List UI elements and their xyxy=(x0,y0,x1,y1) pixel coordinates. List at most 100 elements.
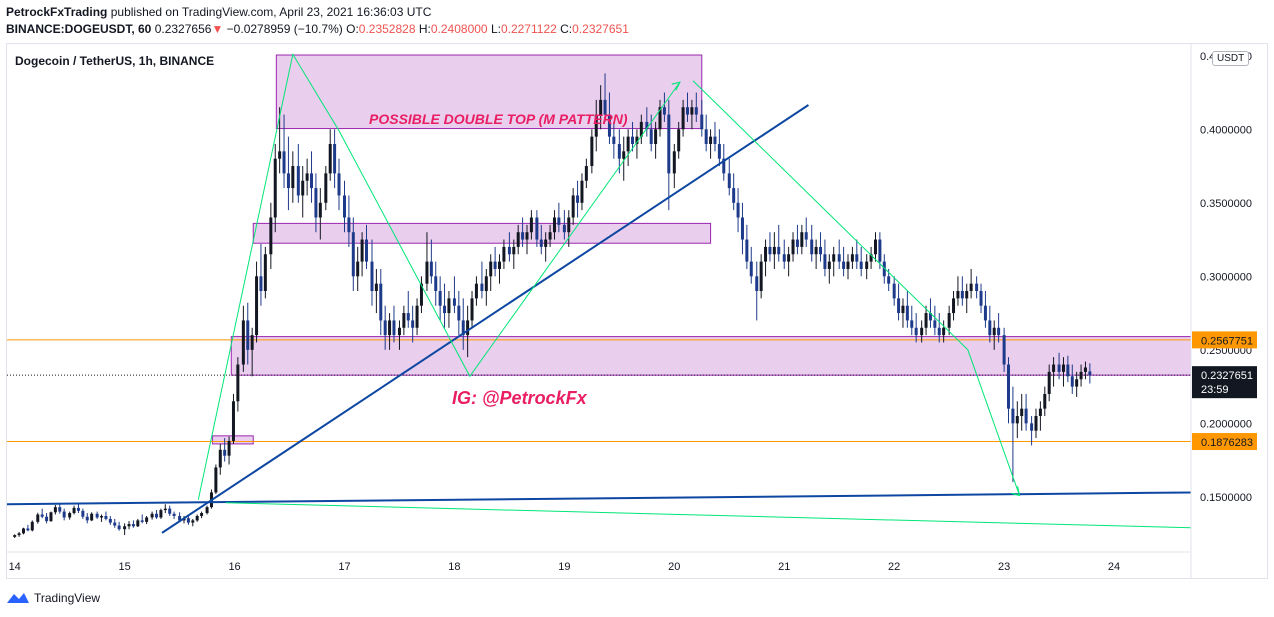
candle-body-114 xyxy=(535,217,539,240)
footer-brand-text: TradingView xyxy=(34,591,101,605)
candle-body-56 xyxy=(269,217,273,255)
candle-body-74 xyxy=(351,232,355,277)
candle-body-31 xyxy=(155,513,159,518)
candle-body-112 xyxy=(525,232,529,240)
candle-body-36 xyxy=(178,515,182,521)
candle-body-153 xyxy=(713,136,717,144)
candle-body-203 xyxy=(942,327,946,336)
horizontal-support xyxy=(6,491,1192,506)
candle-body-127 xyxy=(594,114,598,137)
candle-body-158 xyxy=(736,202,740,218)
candle-body-29 xyxy=(145,517,149,522)
candle-body-104 xyxy=(489,261,493,277)
candle-body-151 xyxy=(704,129,708,144)
candle-body-145 xyxy=(677,129,681,152)
candle-body-235 xyxy=(1088,371,1092,376)
candle-body-150 xyxy=(700,114,704,130)
candle-body-135 xyxy=(631,136,635,144)
annotation-double-top: POSSIBLE DOUBLE TOP (M PATTERN) xyxy=(369,111,628,127)
candle-body-47 xyxy=(227,440,231,456)
candle-body-58 xyxy=(278,151,282,159)
candle-body-155 xyxy=(722,158,726,174)
candle-body-191 xyxy=(887,276,891,284)
candle-body-223 xyxy=(1034,415,1038,431)
candle-body-87 xyxy=(411,320,415,328)
candle-body-41 xyxy=(200,513,204,516)
price-badge-text-1: 0.2327651 xyxy=(1201,370,1253,382)
candle-body-71 xyxy=(337,173,341,196)
candle-body-119 xyxy=(557,217,561,225)
candle-body-15 xyxy=(81,510,85,517)
candle-body-48 xyxy=(231,401,235,441)
candle-body-175 xyxy=(814,246,818,255)
candle-body-224 xyxy=(1038,408,1042,416)
candle-body-64 xyxy=(305,173,309,181)
time-tick-5: 19 xyxy=(558,561,570,573)
candle-body-128 xyxy=(599,99,603,115)
candle-body-137 xyxy=(639,121,643,137)
candle-body-91 xyxy=(429,261,433,277)
candle-body-93 xyxy=(438,291,442,306)
candle-body-19 xyxy=(100,515,104,518)
candle-body-11 xyxy=(62,511,66,518)
candle-body-76 xyxy=(360,239,364,262)
candle-body-2 xyxy=(21,528,25,534)
candle-body-17 xyxy=(90,513,94,521)
candle-body-66 xyxy=(314,188,318,218)
candle-body-164 xyxy=(764,246,768,262)
candle-body-144 xyxy=(672,151,676,174)
candle-body-180 xyxy=(837,254,841,262)
candle-body-230 xyxy=(1066,364,1070,377)
change-text: −0.0278959 (−10.7%) xyxy=(226,22,343,36)
chart-frame xyxy=(6,43,1268,579)
candle-body-50 xyxy=(241,320,245,365)
candle-body-179 xyxy=(832,254,836,262)
last-price-text: 0.2327656 xyxy=(154,22,212,36)
candle-body-142 xyxy=(662,107,666,115)
candle-body-168 xyxy=(782,254,786,262)
author-name[interactable]: PetrockFxTrading xyxy=(6,5,108,19)
candle-body-149 xyxy=(694,107,698,115)
candle-body-60 xyxy=(286,173,290,189)
candle-body-194 xyxy=(901,305,905,314)
candle-body-80 xyxy=(379,283,383,321)
candle-body-26 xyxy=(131,524,135,527)
candle-body-189 xyxy=(878,239,882,262)
price-tick-3: 0.3000000 xyxy=(1200,271,1252,283)
candle-body-123 xyxy=(576,195,580,203)
footer-brand[interactable]: TradingView xyxy=(6,591,100,605)
currency-badge[interactable]: USDT xyxy=(1212,51,1250,66)
price-tick-5: 0.2000000 xyxy=(1200,418,1252,430)
candle-body-198 xyxy=(920,327,924,336)
candle-body-49 xyxy=(236,364,240,402)
candle-body-30 xyxy=(150,513,154,518)
candle-body-132 xyxy=(617,143,621,159)
candle-body-130 xyxy=(607,114,611,137)
candle-body-233 xyxy=(1079,371,1083,380)
candle-body-185 xyxy=(859,261,863,269)
price-badge-1 xyxy=(1192,366,1257,399)
candle-body-96 xyxy=(452,298,456,306)
candle-body-134 xyxy=(626,136,630,152)
candle-body-152 xyxy=(709,136,713,144)
candle-body-204 xyxy=(947,313,951,328)
candle-body-207 xyxy=(960,291,964,299)
candle-body-86 xyxy=(406,313,410,321)
candle-body-100 xyxy=(470,298,474,321)
time-tick-6: 20 xyxy=(668,561,680,573)
candle-body-39 xyxy=(191,520,195,523)
candle-body-166 xyxy=(772,246,776,255)
candle-body-83 xyxy=(392,320,396,336)
candle-body-68 xyxy=(324,173,328,203)
candle-body-13 xyxy=(72,507,76,514)
close-label: C: xyxy=(560,22,573,36)
candle-body-44 xyxy=(214,467,218,493)
candle-body-73 xyxy=(347,217,351,233)
rising-trendline xyxy=(161,104,809,534)
zone-1 xyxy=(252,222,712,244)
candle-body-84 xyxy=(397,327,401,336)
candle-body-227 xyxy=(1052,364,1056,372)
candle-body-231 xyxy=(1070,376,1074,387)
low-value: 0.2271122 xyxy=(500,22,557,36)
